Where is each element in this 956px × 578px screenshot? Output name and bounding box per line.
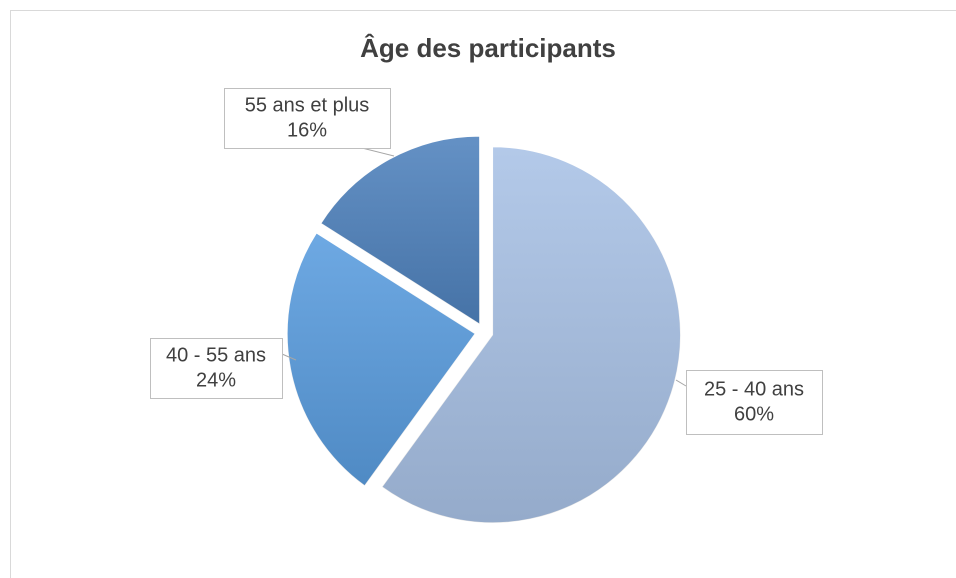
slice-label: 25 - 40 ans bbox=[704, 378, 804, 400]
slice-label: 55 ans et plus bbox=[245, 94, 370, 116]
label-box bbox=[686, 370, 823, 435]
slice-shade bbox=[287, 232, 476, 486]
label-box bbox=[224, 88, 391, 149]
chart-title: Âge des participants bbox=[360, 33, 616, 63]
slice-label: 40 - 55 ans bbox=[166, 344, 266, 366]
slice-shade bbox=[320, 136, 480, 325]
slice-shade bbox=[382, 146, 681, 523]
slice-value: 24% bbox=[196, 369, 236, 391]
slice-group bbox=[320, 135, 481, 326]
slice-group bbox=[286, 232, 476, 487]
label-box bbox=[150, 338, 283, 399]
slice-value: 16% bbox=[287, 119, 327, 141]
slice-value: 60% bbox=[734, 403, 774, 425]
leader-line bbox=[281, 353, 297, 361]
leader-line bbox=[361, 147, 395, 157]
slice-group bbox=[381, 146, 682, 524]
leader-line bbox=[675, 379, 687, 387]
